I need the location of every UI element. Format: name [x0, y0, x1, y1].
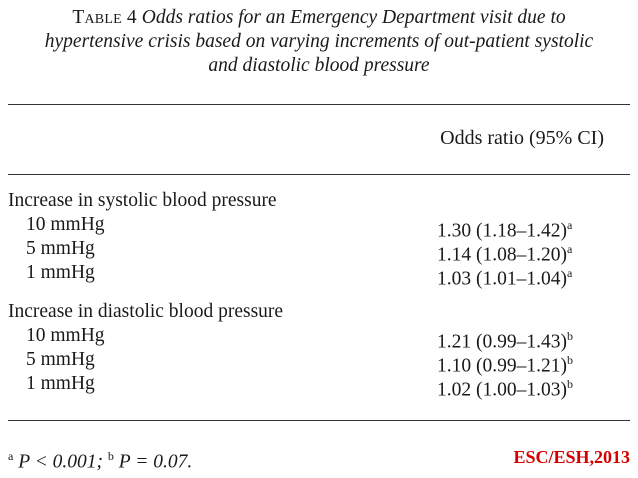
table-row: 5 mmHg 1.14 (1.08–1.20)a [0, 237, 638, 266]
note-mark: a [567, 242, 573, 256]
note-mark: b [567, 329, 573, 343]
row-label: 1 mmHg [26, 373, 95, 394]
row-label: 1 mmHg [26, 262, 95, 283]
table-row: 5 mmHg 1.10 (0.99–1.21)b [0, 348, 638, 377]
note-mark: a [567, 218, 573, 232]
group-heading-row: Increase in diastolic blood pressure [0, 300, 638, 324]
table-row: 1 mmHg 1.02 (1.00–1.03)b [0, 372, 638, 401]
table-row: 1 mmHg 1.03 (1.01–1.04)a [0, 261, 638, 290]
bottom-rule [8, 420, 630, 421]
row-label: 5 mmHg [26, 238, 95, 259]
caption-text-1: Odds ratios for an Emergency Department … [141, 7, 566, 28]
note-mark: b [567, 353, 573, 367]
table-row: 10 mmHg 1.30 (1.18–1.42)a [0, 213, 638, 242]
table-label: Table 4 [72, 7, 137, 28]
column-header: Odds ratio (95% CI) [440, 127, 604, 149]
header-rule [8, 174, 630, 175]
caption-line-3: and diastolic blood pressure [208, 55, 430, 76]
footnote-mark-a: a [8, 449, 14, 463]
footnote-a: P < 0.001; [18, 451, 104, 473]
footnote-mark-b: b [107, 449, 114, 463]
group-heading-row: Increase in systolic blood pressure [0, 189, 638, 213]
table-row: 10 mmHg 1.21 (0.99–1.43)b [0, 324, 638, 353]
top-rule [8, 104, 630, 105]
row-value: 1.21 (0.99–1.43)b [437, 329, 573, 353]
row-value: 1.14 (1.08–1.20)a [437, 242, 573, 266]
row-label: 5 mmHg [26, 349, 95, 370]
row-value: 1.30 (1.18–1.42)a [437, 218, 573, 242]
row-label: 10 mmHg [26, 214, 105, 235]
footnote-b: P = 0.07. [118, 451, 193, 473]
source-label: ESC/ESH,2013 [513, 447, 630, 467]
row-value: 1.02 (1.00–1.03)b [437, 377, 573, 401]
row-value: 1.03 (1.01–1.04)a [437, 266, 573, 290]
row-label: 10 mmHg [26, 325, 105, 346]
group-heading: Increase in systolic blood pressure [8, 190, 277, 211]
note-mark: b [567, 377, 573, 391]
group-heading: Increase in diastolic blood pressure [8, 301, 284, 322]
caption-line-2: hypertensive crisis based on varying inc… [44, 31, 594, 52]
caption-line-1: Table 4 Odds ratios for an Emergency Dep… [0, 6, 638, 30]
table-caption: Table 4 Odds ratios for an Emergency Dep… [0, 6, 638, 78]
note-mark: a [567, 266, 573, 280]
row-value: 1.10 (0.99–1.21)b [437, 353, 573, 377]
footnote: a P < 0.001; b P = 0.07. [8, 444, 192, 475]
